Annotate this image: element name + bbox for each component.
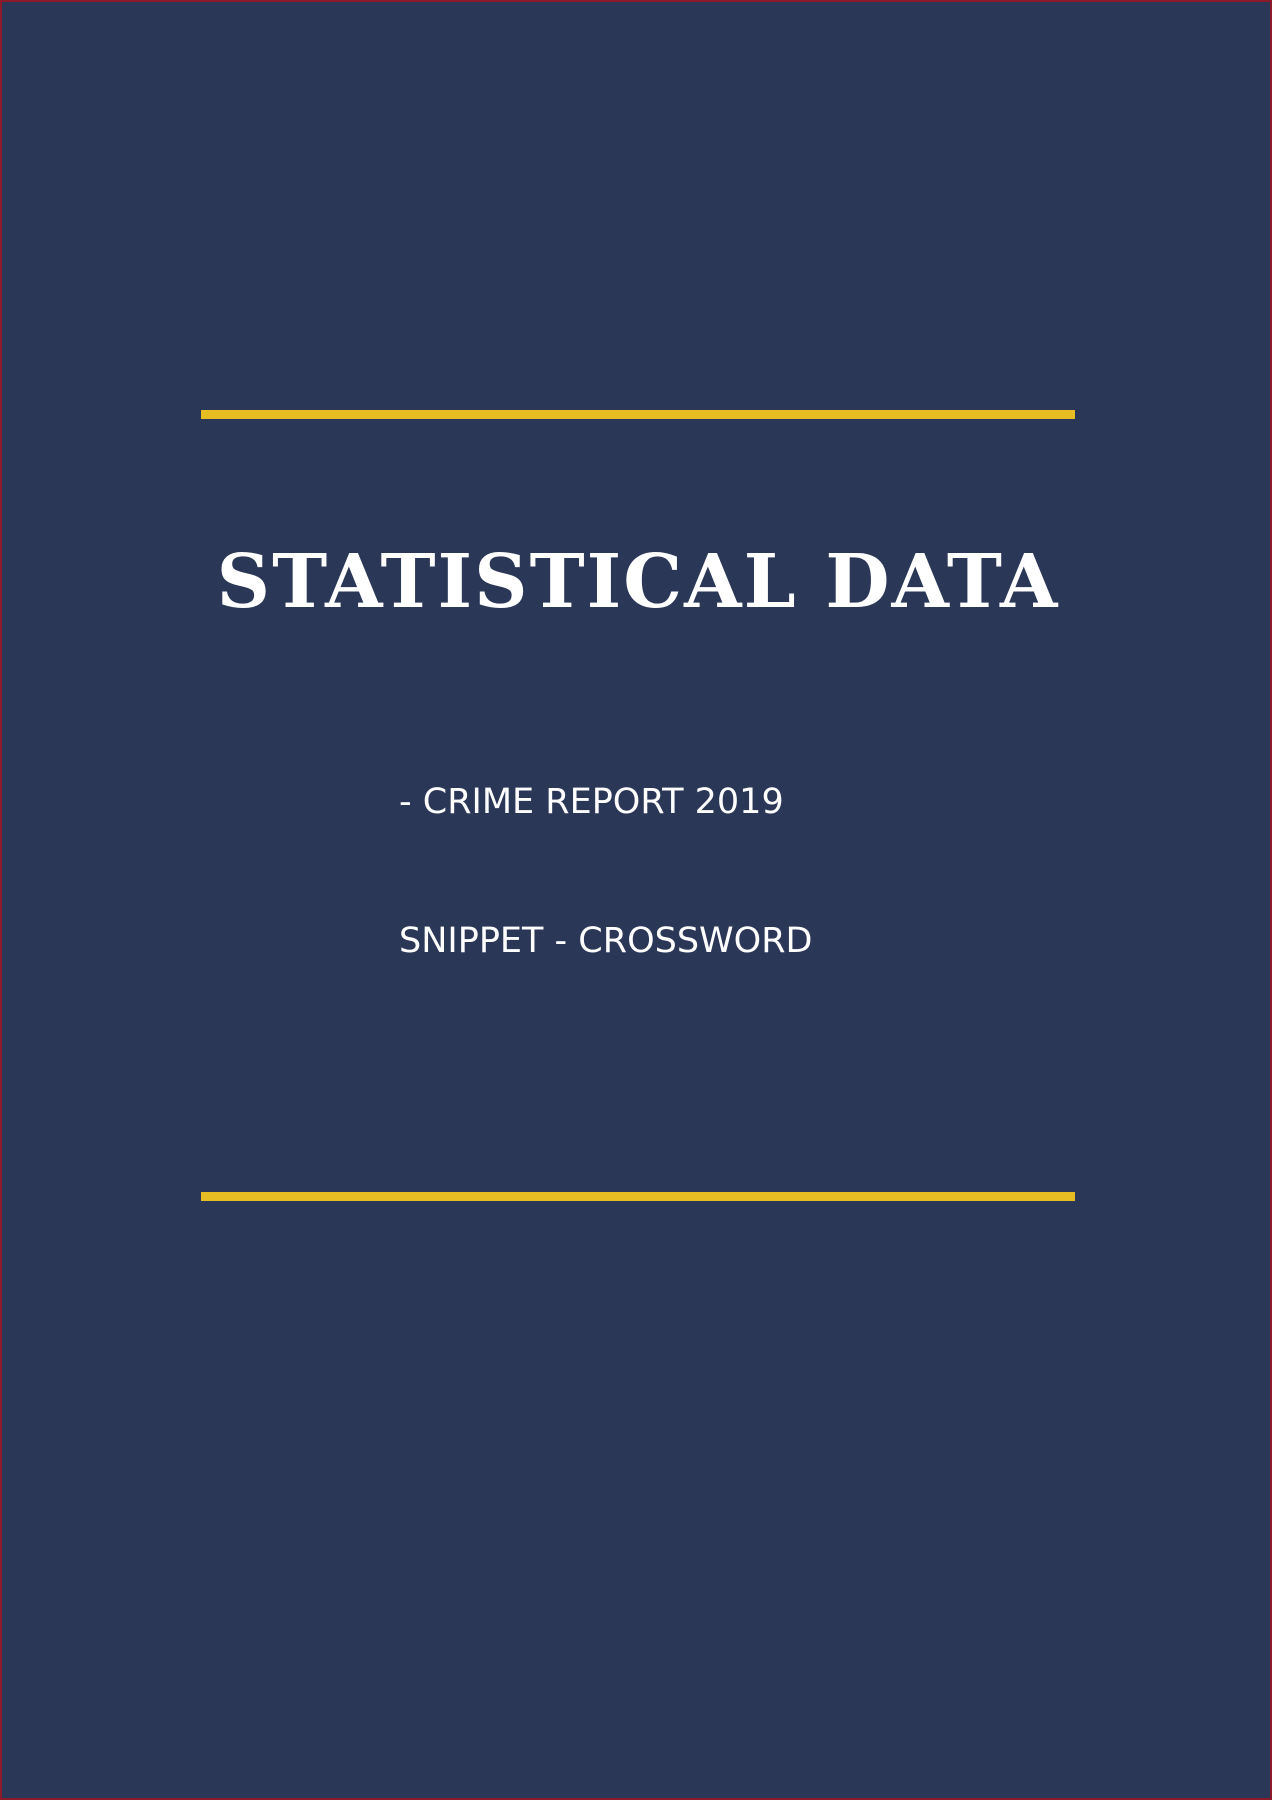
snippet-subtitle: SNIPPET - CROSSWORD [399,921,813,961]
page-title: STATISTICAL DATA [216,539,1060,625]
report-subtitle: - CRIME REPORT 2019 [399,782,784,822]
bottom-divider [201,1192,1075,1201]
top-divider [201,410,1075,419]
